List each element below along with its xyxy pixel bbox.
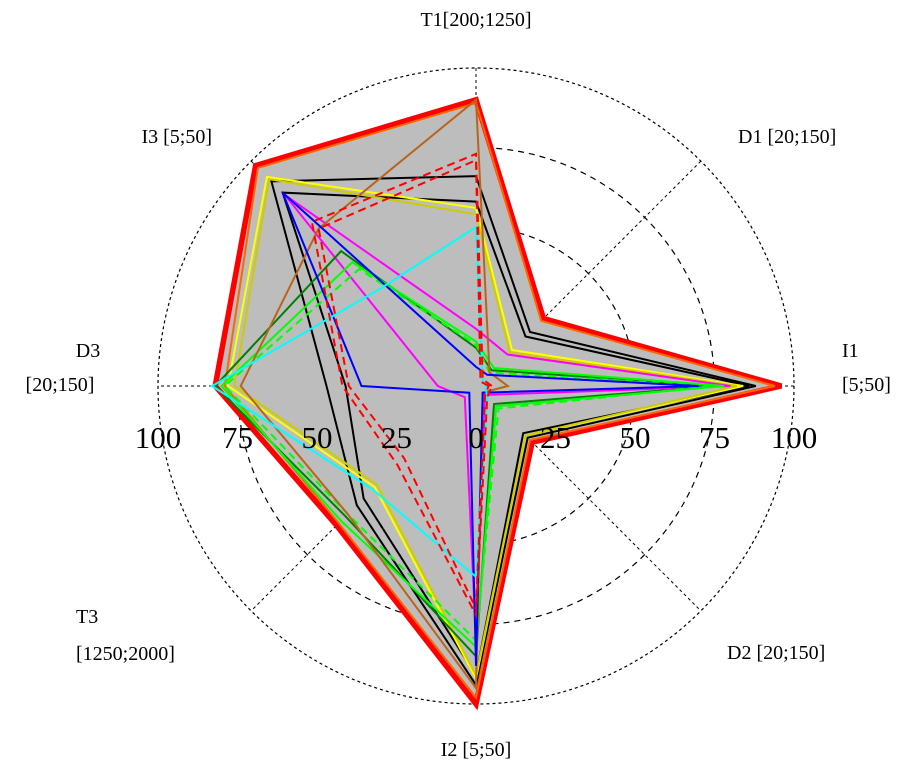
axis-range-d3: [20;150] xyxy=(26,374,95,396)
radial-tick-label: 0 xyxy=(468,420,484,455)
axis-name-t3: T3 xyxy=(76,606,98,628)
series-line-5 xyxy=(233,177,738,679)
series-line-9 xyxy=(223,267,712,643)
radial-tick-label: 25 xyxy=(381,420,412,455)
radial-tick-label: 100 xyxy=(771,420,818,455)
series-line-13 xyxy=(310,152,494,619)
axis-label-d2: D2 [20;150] xyxy=(727,642,825,664)
axis-name-d3: D3 xyxy=(76,340,100,362)
axis-label-i2: I2 [5;50] xyxy=(441,739,512,761)
envelope-polygon xyxy=(212,96,783,711)
axis-range-i1: [5;50] xyxy=(842,374,891,396)
axis-labels: I1 [5;50] D1 [20;150] T1[200;1250] I3 [5;50]… xyxy=(26,9,891,761)
series-line-7 xyxy=(213,249,718,659)
series-group xyxy=(210,97,776,700)
axis-name-i1: I1 xyxy=(842,340,859,362)
axis-range-t3: [1250;2000] xyxy=(76,643,175,665)
series-line-3 xyxy=(281,191,750,679)
radial-tick-label: 50 xyxy=(302,420,333,455)
series-line-1 xyxy=(223,101,776,700)
envelope-group xyxy=(212,96,783,711)
radial-tick-label: 50 xyxy=(620,420,651,455)
radial-tick-label: 0 xyxy=(468,420,484,455)
radial-tick-label: 100 xyxy=(135,420,182,455)
axis-label-d1: D1 [20;150] xyxy=(738,126,836,148)
radial-tick-label: 25 xyxy=(540,420,571,455)
series-line-2 xyxy=(270,175,757,688)
axis-label-t1: T1[200;1250] xyxy=(420,9,531,31)
axis-label-i3: I3 [5;50] xyxy=(141,126,212,148)
radial-tick-label: 75 xyxy=(222,420,253,455)
series-line-14 xyxy=(317,158,490,610)
radial-tick-label: 75 xyxy=(699,420,730,455)
